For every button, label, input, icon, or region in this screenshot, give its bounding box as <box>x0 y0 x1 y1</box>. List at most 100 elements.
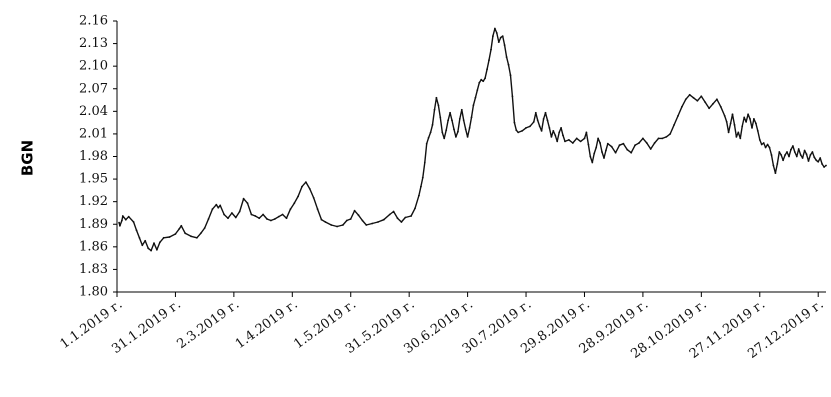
data-point <box>262 213 264 216</box>
data-point <box>653 142 656 144</box>
data-point <box>121 219 123 222</box>
data-point <box>119 224 121 227</box>
data-point <box>770 154 773 156</box>
data-point <box>739 137 742 140</box>
data-point <box>661 137 664 140</box>
data-point <box>196 236 198 239</box>
data-point <box>499 36 502 39</box>
data-point <box>823 166 825 168</box>
data-point <box>585 131 588 134</box>
data-point <box>217 206 220 209</box>
data-point <box>548 127 551 129</box>
data-point <box>132 221 135 223</box>
y-tick-label: 2.07 <box>79 81 108 96</box>
data-point <box>638 142 640 144</box>
plot-area <box>118 27 827 252</box>
data-point <box>486 68 488 71</box>
series-line <box>118 27 827 252</box>
data-point <box>599 142 601 144</box>
data-point <box>591 161 594 164</box>
data-point <box>203 227 206 229</box>
data-point <box>258 217 261 220</box>
data-point <box>330 224 333 226</box>
data-point <box>316 208 319 211</box>
y-tick-label: 2.04 <box>79 104 108 119</box>
data-point <box>472 104 475 107</box>
data-point <box>324 221 327 223</box>
data-point <box>645 142 648 144</box>
data-point <box>762 142 765 144</box>
data-point <box>606 142 609 145</box>
data-point <box>772 164 775 167</box>
data-point <box>270 219 272 222</box>
data-point <box>474 96 477 99</box>
data-point <box>735 136 738 138</box>
data-point <box>587 143 590 146</box>
data-point <box>266 218 268 220</box>
data-point <box>817 160 820 163</box>
data-point <box>250 213 253 216</box>
data-point <box>708 107 710 110</box>
data-point <box>219 204 222 207</box>
data-point <box>464 128 467 131</box>
data-point <box>595 146 598 149</box>
data-point <box>782 159 784 162</box>
data-point <box>441 131 444 134</box>
data-point <box>439 116 442 119</box>
data-point <box>712 102 714 105</box>
data-point <box>207 218 210 220</box>
data-point <box>127 215 130 218</box>
data-point <box>554 134 557 137</box>
data-point <box>575 137 578 140</box>
data-point <box>669 133 672 135</box>
data-point <box>756 130 759 132</box>
data-point <box>799 154 802 156</box>
data-point <box>792 145 794 147</box>
data-point <box>301 185 303 188</box>
data-point <box>320 218 323 221</box>
data-point <box>807 160 810 162</box>
data-point <box>505 56 508 58</box>
data-point <box>521 130 523 132</box>
data-point <box>223 213 226 216</box>
data-point <box>665 136 668 138</box>
data-point <box>673 124 675 126</box>
data-point <box>495 32 498 34</box>
data-point <box>211 208 214 211</box>
data-point <box>308 188 311 190</box>
y-axis-title: BGN <box>19 140 37 176</box>
data-point <box>532 121 535 123</box>
data-point <box>124 218 127 221</box>
data-point <box>517 131 520 134</box>
data-point <box>797 148 800 150</box>
data-point <box>361 219 364 222</box>
data-point <box>540 130 543 132</box>
data-point <box>622 142 625 145</box>
data-point <box>684 98 687 101</box>
data-point <box>484 77 486 80</box>
data-point <box>190 235 192 238</box>
data-point <box>525 127 527 129</box>
data-point <box>601 151 603 153</box>
data-point <box>725 121 728 123</box>
data-point <box>453 128 455 131</box>
data-point <box>509 74 512 77</box>
data-point <box>776 163 779 165</box>
data-point <box>429 131 432 134</box>
data-point <box>396 217 399 220</box>
data-point <box>719 105 722 108</box>
data-point <box>745 121 747 123</box>
data-point <box>793 151 796 153</box>
data-point <box>293 202 296 205</box>
data-point <box>778 151 781 153</box>
data-point <box>460 108 463 111</box>
data-point <box>589 155 592 158</box>
data-point <box>297 195 299 198</box>
y-tick-label: 1.89 <box>79 217 108 232</box>
data-point <box>490 48 492 51</box>
data-point <box>597 137 599 140</box>
data-point <box>468 127 471 129</box>
data-point <box>809 154 812 156</box>
data-point <box>677 115 679 117</box>
